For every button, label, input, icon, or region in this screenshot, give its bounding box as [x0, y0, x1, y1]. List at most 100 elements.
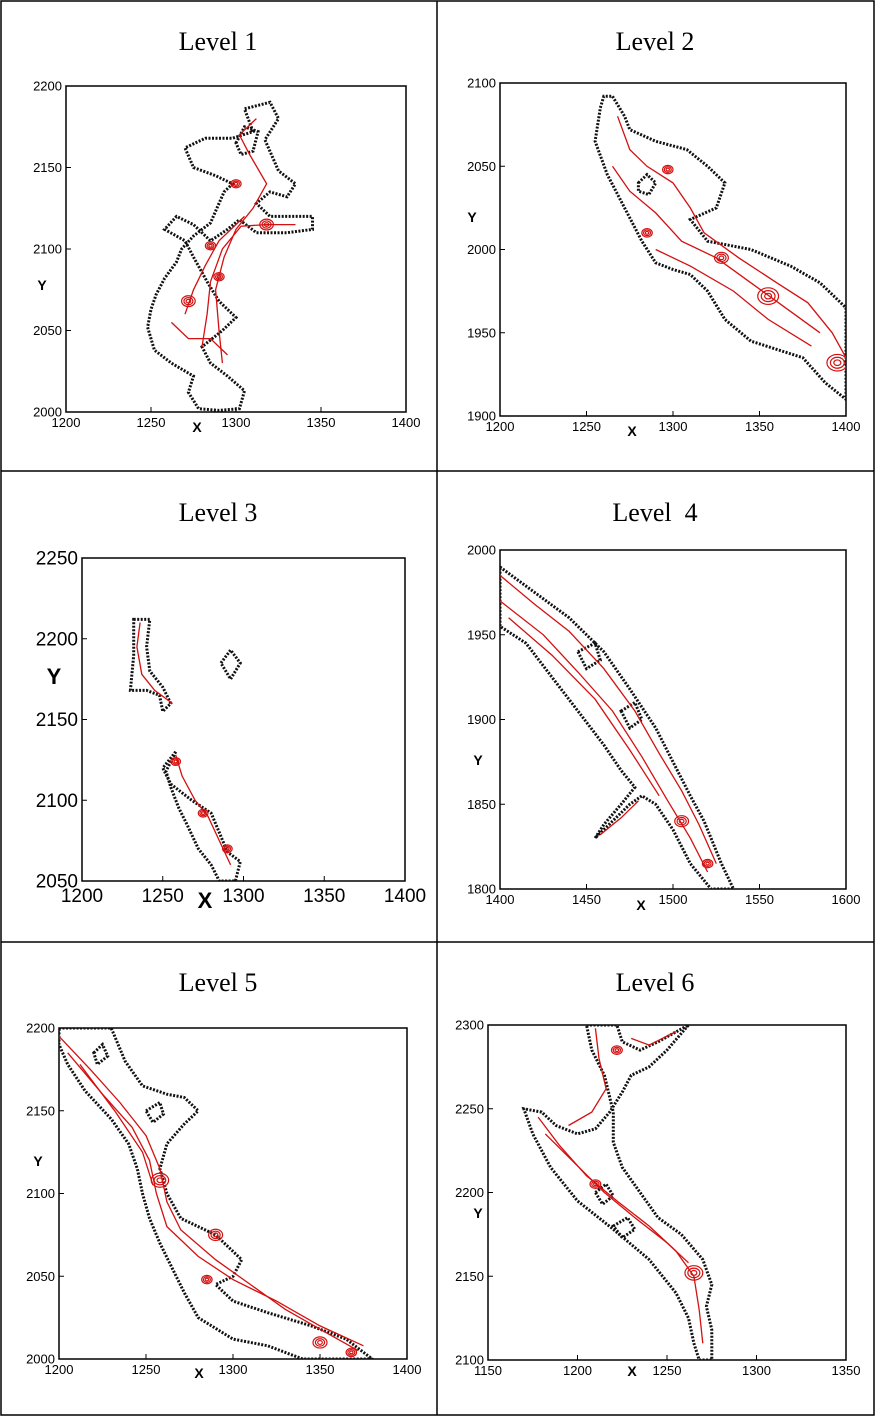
island-contour: [219, 647, 243, 683]
streamline: [508, 617, 660, 797]
plot-area: 1200 1250 1300 1350 1400 2000 2050 2100 2150 2200…: [26, 1021, 421, 1381]
vortex: [221, 844, 233, 854]
island-contour: [636, 172, 658, 197]
panel-title: Level 5: [179, 968, 258, 997]
y-tick-label: 2000: [467, 242, 496, 257]
y-tick-label: 2100: [33, 242, 62, 257]
x-tick-label: 1300: [659, 419, 688, 434]
boundary-contour: [500, 565, 736, 889]
plot-frame: [58, 1027, 408, 1360]
panel-level-5: Level 5 1200 1250 1300 1350 1400 2000 2050 2100…: [26, 968, 421, 1381]
panel-title: Level 3: [179, 498, 258, 527]
vortex: [589, 1179, 602, 1190]
vortex: [213, 272, 225, 282]
island-contour: [593, 1181, 616, 1207]
plot-content: [128, 617, 243, 881]
plot-area: 1200 1250 1300 1350 1400 2000 2050 2100 2150 2200…: [33, 79, 420, 435]
vortex: [230, 179, 242, 189]
boundary-contour: [59, 1028, 375, 1359]
y-tick-label: 2050: [26, 1269, 55, 1284]
x-tick-label: 1250: [132, 1362, 161, 1377]
vortex: [701, 858, 714, 869]
y-axis-label: Y: [467, 209, 477, 225]
streamline: [568, 1028, 607, 1127]
streamline: [500, 600, 709, 873]
x-tick-label: 1350: [745, 419, 774, 434]
vortex: [641, 228, 653, 238]
y-tick-label: 2050: [33, 323, 62, 338]
boundary-contour: [593, 94, 846, 402]
x-tick-label: 1400: [486, 892, 515, 907]
vortex: [201, 1274, 213, 1285]
vortex: [662, 164, 674, 175]
vortex: [684, 1265, 704, 1281]
y-tick-label: 1950: [467, 627, 496, 642]
x-tick-label: 1300: [222, 886, 264, 907]
plot-frame: [499, 82, 847, 417]
plot-frame: [499, 549, 847, 890]
x-tick-label: 1300: [219, 1362, 248, 1377]
island-contour: [575, 641, 603, 671]
y-tick-label: 2300: [455, 1018, 484, 1033]
y-tick-label: 2200: [455, 1185, 484, 1200]
x-tick-label: 1350: [303, 886, 345, 907]
x-tick-label: 1350: [307, 415, 336, 430]
y-tick-label: 2250: [455, 1101, 484, 1116]
y-tick-label: 1850: [467, 797, 496, 812]
x-tick-label: 1600: [832, 892, 861, 907]
vortex: [312, 1336, 328, 1349]
vortex: [197, 808, 209, 818]
y-tick-label: 2200: [36, 629, 78, 650]
streamline: [175, 754, 232, 866]
y-tick-label: 2100: [26, 1186, 55, 1201]
y-axis-label: Y: [47, 664, 62, 689]
x-tick-label: 1200: [61, 886, 103, 907]
x-tick-label: 1400: [384, 886, 426, 907]
y-tick-label: 2000: [467, 543, 496, 558]
y-tick-label: 2000: [33, 405, 62, 420]
x-tick-label: 1350: [832, 1363, 861, 1378]
streamline: [201, 223, 296, 347]
x-axis-label: X: [627, 1363, 637, 1379]
streamline: [655, 248, 812, 347]
x-tick-label: 1300: [222, 415, 251, 430]
panel-level-1: Level 1 1200 1250 1300 1350 1400 2000 2050 2100…: [33, 27, 420, 435]
plot-area: 1200 1250 1300 1350 1400 2050 2100 2150 2200 2250…: [36, 549, 426, 913]
island-contour: [161, 750, 242, 881]
y-tick-label: 1900: [467, 409, 496, 424]
x-tick-label: 1250: [142, 886, 184, 907]
vortex: [345, 1347, 358, 1358]
x-axis-label: X: [194, 1365, 204, 1381]
streamline: [611, 165, 821, 334]
x-axis-label: X: [192, 419, 202, 435]
streamline: [136, 622, 173, 704]
y-axis-label: Y: [473, 1205, 483, 1221]
plot-frame: [487, 1024, 847, 1361]
y-tick-label: 2050: [467, 159, 496, 174]
x-tick-label: 1300: [742, 1363, 771, 1378]
vortex: [180, 295, 196, 308]
x-tick-label: 1400: [392, 415, 421, 430]
panel-level-3: Level 3 1200 1250 1300 1350 1400 2050 2100 2150…: [36, 498, 426, 913]
panel-title: Level 6: [616, 968, 695, 997]
plot-area: 1150 1200 1250 1300 1350 2100 2150 2200 2250 2300…: [455, 1018, 860, 1379]
plot-content: [521, 1025, 714, 1360]
panel-title: Level 4: [612, 498, 697, 527]
x-tick-label: 1550: [745, 892, 774, 907]
y-tick-label: 2100: [455, 1353, 484, 1368]
x-tick-label: 1200: [45, 1362, 74, 1377]
plot-content: [500, 565, 736, 889]
vortex: [610, 1045, 623, 1056]
y-tick-label: 1800: [467, 882, 496, 897]
island-contour: [611, 1215, 637, 1240]
y-tick-label: 2100: [467, 76, 496, 91]
plot-area: 1400 1450 1500 1550 1600 1800 1850 1900 1950 2000…: [467, 543, 860, 913]
vortex: [204, 241, 217, 251]
panel-title: Level 1: [179, 27, 258, 56]
y-axis-label: Y: [37, 277, 47, 293]
x-tick-label: 1350: [306, 1362, 335, 1377]
streamline: [79, 1064, 154, 1186]
island-contour: [143, 1100, 166, 1125]
y-tick-label: 2250: [36, 549, 78, 570]
